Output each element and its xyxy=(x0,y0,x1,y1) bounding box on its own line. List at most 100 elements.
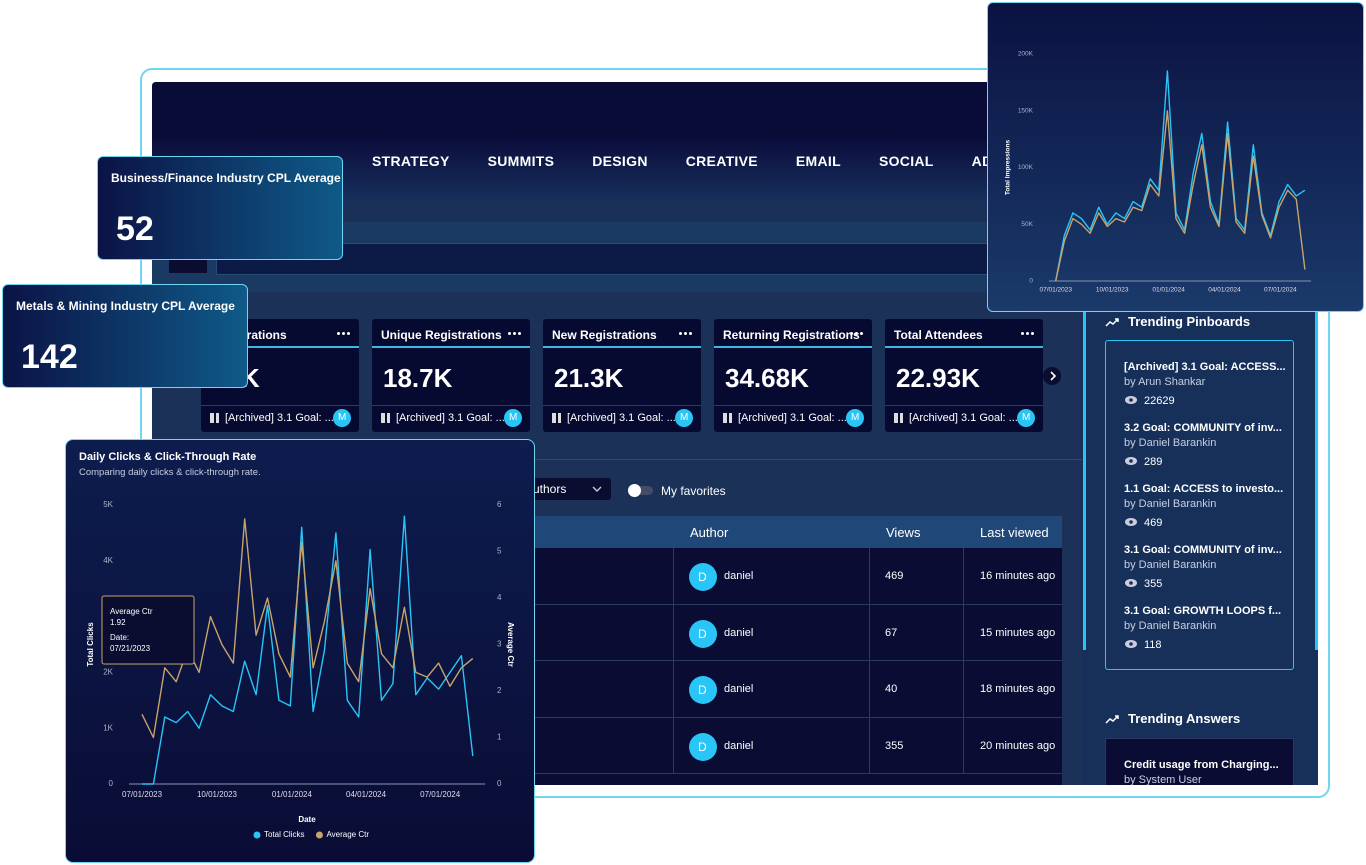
table-row[interactable] xyxy=(535,717,1062,774)
view-count: 67 xyxy=(885,626,898,639)
avatar: D xyxy=(689,676,717,704)
data-line xyxy=(1055,70,1306,282)
author-name: daniel xyxy=(724,570,754,582)
pupil xyxy=(1129,642,1133,646)
avatar-initial: M xyxy=(851,412,860,423)
column-divider xyxy=(673,548,674,605)
kpi-footer: [Archived] 3.1 Goal: ... xyxy=(396,412,505,424)
table-row[interactable] xyxy=(535,604,1062,661)
nav-item[interactable]: CREATIVE xyxy=(685,153,758,169)
pinboard-icon xyxy=(723,413,732,423)
column-divider xyxy=(673,717,674,774)
column-divider xyxy=(869,661,870,718)
kpi-card: New Registrations 21.3K [Archived] 3.1 Goa… xyxy=(543,319,701,432)
avatar-initial: M xyxy=(509,412,518,423)
more-icon[interactable] xyxy=(1021,332,1024,335)
impressions-chart-card: 0 50K 100K 150K 200K 07/01/2023 10/01/2023 01/0… xyxy=(987,2,1364,312)
kpi-card: Unique Registrations 18.7K [Archived] 3.1 … xyxy=(372,319,530,432)
kpi-footer: [Archived] 3.1 Goal: ... xyxy=(909,412,1018,424)
legend-marker xyxy=(315,831,323,839)
kpi-title: Total Attendees xyxy=(894,328,983,342)
last-viewed: 15 minutes ago xyxy=(980,626,1056,639)
section-title: Trending Pinboards xyxy=(1128,314,1251,329)
nav-item[interactable]: SUMMITS xyxy=(487,153,555,169)
legend-marker xyxy=(253,831,261,839)
data-line xyxy=(1055,110,1306,282)
y-tick-label: 1K xyxy=(103,723,113,732)
y2-axis-label: Average Ctr xyxy=(506,622,515,667)
y-tick-label: 200K xyxy=(1018,51,1034,58)
more-icon[interactable] xyxy=(679,332,682,335)
eye-icon xyxy=(1125,457,1137,465)
x-tick-label: 07/01/2024 xyxy=(1264,287,1297,294)
avatar-initial: D xyxy=(698,626,707,641)
x-tick-label: 10/01/2023 xyxy=(197,790,238,799)
y2-tick-label: 4 xyxy=(497,593,502,602)
answer-title[interactable]: Credit usage from Charging... xyxy=(1124,759,1279,771)
metric-title: Metals & Mining Industry CPL Average xyxy=(16,299,235,313)
legend-label: Total Clicks xyxy=(264,830,304,839)
x-tick-label: 04/01/2024 xyxy=(1208,287,1241,294)
trend-arrow xyxy=(1105,318,1119,327)
avatar: M xyxy=(1017,409,1035,427)
chevron-icon xyxy=(1050,371,1057,381)
last-viewed: 20 minutes ago xyxy=(980,739,1056,752)
x-tick-label: 01/01/2024 xyxy=(1152,287,1185,294)
kpi-accent xyxy=(543,346,701,348)
table-row[interactable] xyxy=(535,661,1062,718)
nav-item[interactable]: STRATEGY xyxy=(372,153,450,169)
kpi-title: Returning Registrations xyxy=(723,328,860,342)
y2-tick-label: 5 xyxy=(497,547,502,556)
pinboard-list: [Archived] 3.1 Goal: ACCESS... by Arun Sh… xyxy=(1105,340,1294,670)
pupil xyxy=(1129,581,1133,585)
pinboard-views: 469 xyxy=(1144,517,1163,529)
last-viewed: 18 minutes ago xyxy=(980,683,1056,695)
next-button[interactable] xyxy=(1043,367,1061,385)
toggle-knob[interactable] xyxy=(628,484,641,497)
nav-item[interactable]: EMAIL xyxy=(795,153,841,169)
nav-item[interactable]: SOCIAL xyxy=(878,153,934,169)
pupil xyxy=(1129,459,1133,463)
eye-icon xyxy=(1125,396,1137,404)
more-icon[interactable] xyxy=(850,332,853,335)
y-axis-label: Total Clicks xyxy=(86,622,95,667)
kpi-value: 22.93K xyxy=(896,363,980,393)
outer-frame xyxy=(140,68,1330,798)
avatar: D xyxy=(689,619,717,648)
more-icon[interactable] xyxy=(337,332,340,335)
pinboard-title[interactable]: 3.2 Goal: COMMUNITY of inv... xyxy=(1124,422,1282,434)
column-divider xyxy=(963,548,964,605)
pinboard-title[interactable]: 1.1 Goal: ACCESS to investo... xyxy=(1124,483,1284,495)
pinboard-author: by Daniel Barankin xyxy=(1124,559,1217,571)
clicks-chart-card: 01K2K3K4K5K012345607/01/202310/01/202301… xyxy=(65,439,535,863)
pinboard-icon xyxy=(894,413,903,423)
kpi-card: Returning Registrations 34.68K [Archived] … xyxy=(714,319,872,432)
table-row[interactable] xyxy=(535,548,1062,605)
more-icon[interactable] xyxy=(508,332,511,335)
eye-icon xyxy=(1125,640,1137,648)
nav-item[interactable]: DESIGN xyxy=(592,153,648,169)
column-divider xyxy=(963,717,964,774)
pinboard-title[interactable]: [Archived] 3.1 Goal: ACCESS... xyxy=(1124,361,1286,373)
search-input[interactable] xyxy=(216,243,1076,275)
column-divider xyxy=(869,604,870,661)
pinboard-title[interactable]: 3.1 Goal: COMMUNITY of inv... xyxy=(1124,544,1282,556)
kpi-value: 18.7K xyxy=(383,363,453,393)
authors-dropdown[interactable]: Authors xyxy=(515,478,611,500)
column-divider xyxy=(869,717,870,774)
avatar-initial: D xyxy=(698,570,707,584)
x-tick-label: 07/01/2023 xyxy=(122,790,163,799)
pinboard-icon xyxy=(552,413,561,423)
toggle-track[interactable] xyxy=(631,486,653,495)
y-tick-label: 50K xyxy=(1021,221,1033,228)
data-line xyxy=(141,518,474,739)
pinboard-title[interactable]: 3.1 Goal: GROWTH LOOPS f... xyxy=(1124,605,1282,617)
view-count: 40 xyxy=(885,683,898,695)
scrollbar xyxy=(1083,300,1086,650)
eye-icon xyxy=(1125,579,1137,587)
y-tick-label: 100K xyxy=(1018,164,1034,171)
avatar: M xyxy=(504,409,522,427)
pinboard-author: by Arun Shankar xyxy=(1124,376,1206,388)
